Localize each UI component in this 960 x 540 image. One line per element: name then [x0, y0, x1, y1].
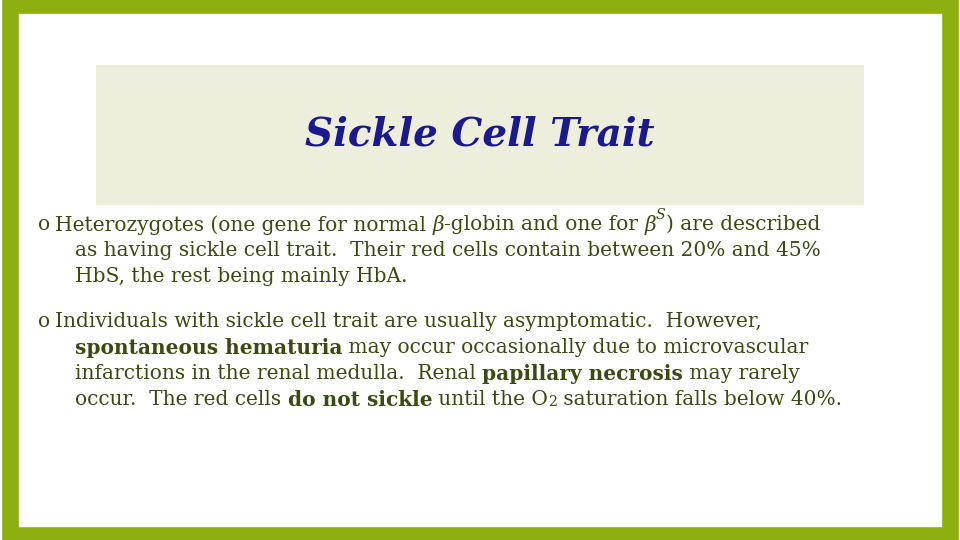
Text: occur.  The red cells: occur. The red cells: [75, 390, 287, 409]
Text: o: o: [38, 215, 50, 234]
Text: S: S: [656, 208, 665, 222]
Text: -globin and one for: -globin and one for: [444, 215, 644, 234]
Text: β: β: [644, 215, 656, 235]
FancyBboxPatch shape: [96, 65, 864, 205]
Text: Individuals with sickle cell trait are usually asymptomatic.  However,: Individuals with sickle cell trait are u…: [55, 312, 761, 331]
Text: papillary necrosis: papillary necrosis: [482, 364, 684, 384]
Text: infarctions in the renal medulla.  Renal: infarctions in the renal medulla. Renal: [75, 364, 482, 383]
Text: spontaneous hematuria: spontaneous hematuria: [75, 338, 343, 358]
Text: ) are described: ) are described: [665, 215, 820, 234]
Text: saturation falls below 40%.: saturation falls below 40%.: [557, 390, 842, 409]
Text: may occur occasionally due to microvascular: may occur occasionally due to microvascu…: [343, 338, 808, 357]
Text: as having sickle cell trait.  Their red cells contain between 20% and 45%: as having sickle cell trait. Their red c…: [75, 241, 821, 260]
Text: Sickle Cell Trait: Sickle Cell Trait: [305, 116, 655, 154]
Text: HbS, the rest being mainly HbA.: HbS, the rest being mainly HbA.: [75, 267, 407, 286]
Text: 2: 2: [548, 395, 557, 409]
Text: may rarely: may rarely: [684, 364, 800, 383]
Text: o: o: [38, 312, 50, 331]
Text: β: β: [432, 215, 444, 235]
Text: Heterozygotes (one gene for normal: Heterozygotes (one gene for normal: [55, 215, 432, 235]
Text: do not sickle: do not sickle: [287, 390, 432, 410]
Text: until the O: until the O: [432, 390, 548, 409]
